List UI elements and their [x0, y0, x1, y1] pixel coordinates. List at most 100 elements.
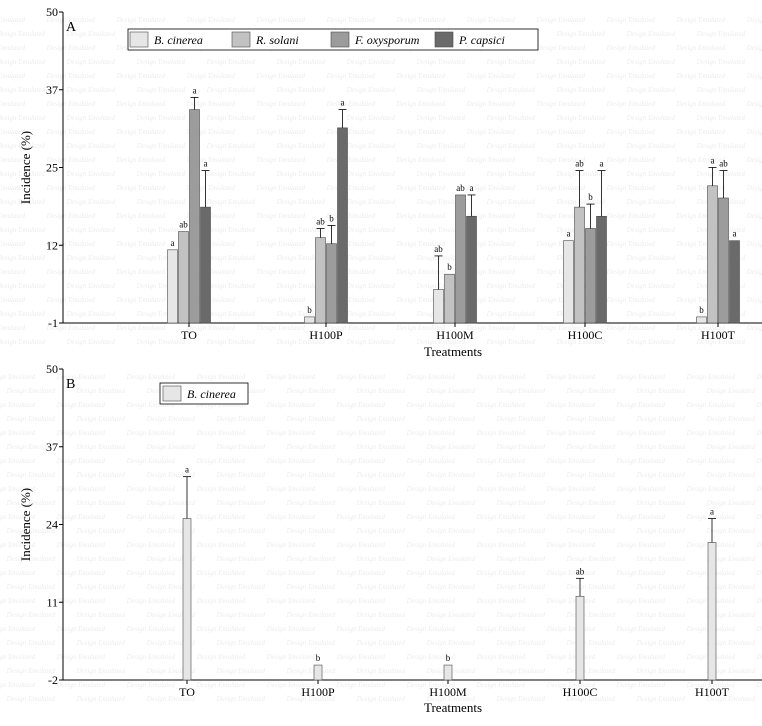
watermark-text: Design Emulated [746, 296, 762, 304]
watermark-text: Design Emulated [636, 499, 686, 507]
x-tick-label: H100T [695, 685, 730, 699]
watermark-text: Design Emulated [396, 184, 446, 192]
watermark-text: Design Emulated [406, 597, 456, 605]
watermark-text: Design Emulated [206, 142, 256, 150]
watermark-text: Design Emulated [476, 653, 526, 661]
watermark-text: Design Emulated [416, 86, 466, 94]
watermark-text: Design Emulated [186, 184, 236, 192]
watermark-text: Design Emulated [0, 324, 25, 332]
watermark-text: Design Emulated [696, 170, 746, 178]
watermark-text: Design Emulated [146, 555, 196, 563]
watermark-text: Design Emulated [146, 443, 196, 451]
y-tick-label: 24 [46, 518, 58, 532]
watermark-text: Design Emulated [206, 282, 256, 290]
watermark-text: Design Emulated [566, 471, 616, 479]
watermark-text: Design Emulated [0, 156, 25, 164]
watermark-text: Design Emulated [426, 611, 476, 619]
watermark-text: Design Emulated [756, 373, 762, 381]
watermark-text: Design Emulated [66, 226, 116, 234]
watermark-text: Design Emulated [326, 16, 376, 24]
watermark-text: Design Emulated [606, 156, 656, 164]
watermark-text: Design Emulated [556, 58, 606, 66]
watermark-text: Design Emulated [266, 373, 316, 381]
y-tick-label: 37 [46, 83, 58, 97]
watermark-text: Design Emulated [0, 597, 35, 605]
watermark-text: Design Emulated [626, 58, 676, 66]
watermark-text: Design Emulated [706, 527, 756, 535]
watermark-text: Design Emulated [486, 226, 536, 234]
watermark-text: Design Emulated [406, 429, 456, 437]
watermark-text: Design Emulated [676, 156, 726, 164]
watermark-text: Design Emulated [416, 170, 466, 178]
watermark-text: Design Emulated [406, 485, 456, 493]
watermark-text: Design Emulated [626, 142, 676, 150]
watermark-text: Design Emulated [6, 639, 56, 647]
significance-letter: ab [434, 244, 443, 254]
panel-label: A [66, 20, 77, 35]
watermark-text: Design Emulated [676, 240, 726, 248]
watermark-text: Design Emulated [536, 128, 586, 136]
watermark-text: Design Emulated [126, 653, 176, 661]
watermark-text: Design Emulated [556, 170, 606, 178]
bar [200, 206, 211, 324]
watermark-text: Design Emulated [706, 387, 756, 395]
watermark-text: Design Emulated [676, 100, 726, 108]
watermark-text: Design Emulated [116, 16, 166, 24]
watermark-text: Design Emulated [286, 639, 336, 647]
watermark-text: Design Emulated [56, 401, 106, 409]
watermark-text: Design Emulated [346, 282, 396, 290]
watermark-text: Design Emulated [0, 72, 25, 80]
x-tick-label: TO [179, 685, 195, 699]
significance-letter: a [600, 159, 604, 169]
watermark-text: Design Emulated [0, 240, 25, 248]
watermark-text: Design Emulated [676, 72, 726, 80]
watermark-text: Design Emulated [196, 457, 246, 465]
watermark-text: Design Emulated [276, 338, 326, 346]
watermark-text: Design Emulated [136, 86, 186, 94]
watermark-text: Design Emulated [216, 639, 266, 647]
watermark-text: Design Emulated [256, 324, 306, 332]
y-tick-label: 37 [46, 440, 58, 454]
bar [443, 664, 453, 681]
watermark-text: Design Emulated [76, 555, 126, 563]
watermark-text: Design Emulated [216, 611, 266, 619]
significance-letter: a [710, 507, 714, 517]
watermark-text: Design Emulated [196, 485, 246, 493]
watermark-text: Design Emulated [146, 667, 196, 675]
watermark-text: Design Emulated [636, 443, 686, 451]
significance-letter: a [171, 238, 175, 248]
watermark-text: Design Emulated [636, 471, 686, 479]
x-tick-label: H100C [563, 685, 598, 699]
watermark-text: Design Emulated [126, 457, 176, 465]
watermark-text: Design Emulated [56, 653, 106, 661]
watermark-text: Design Emulated [616, 541, 666, 549]
watermark-text: Design Emulated [136, 198, 186, 206]
watermark-text: Design Emulated [0, 212, 25, 220]
watermark-text: Design Emulated [0, 254, 45, 262]
bar [729, 240, 740, 324]
watermark-text: Design Emulated [486, 114, 536, 122]
y-tick-label: 50 [46, 362, 58, 376]
watermark-text: Design Emulated [406, 625, 456, 633]
legend-label: B. cinerea [154, 33, 203, 47]
watermark-text: Design Emulated [76, 583, 126, 591]
x-tick-label: H100T [701, 328, 736, 342]
watermark-text: Design Emulated [266, 653, 316, 661]
watermark-text: Design Emulated [396, 212, 446, 220]
watermark-text: Design Emulated [0, 485, 35, 493]
watermark-text: Design Emulated [286, 471, 336, 479]
watermark-text: Design Emulated [676, 128, 726, 136]
watermark-text: Design Emulated [0, 513, 35, 521]
watermark-text: Design Emulated [76, 443, 126, 451]
significance-letter: ab [179, 220, 188, 230]
watermark-text: Design Emulated [6, 611, 56, 619]
significance-letter: b [588, 192, 593, 202]
significance-letter: b [316, 653, 321, 663]
watermark-text: Design Emulated [196, 513, 246, 521]
watermark-text: Design Emulated [696, 142, 746, 150]
watermark-text: Design Emulated [6, 415, 56, 423]
watermark-text: Design Emulated [136, 310, 186, 318]
watermark-text: Design Emulated [746, 240, 762, 248]
